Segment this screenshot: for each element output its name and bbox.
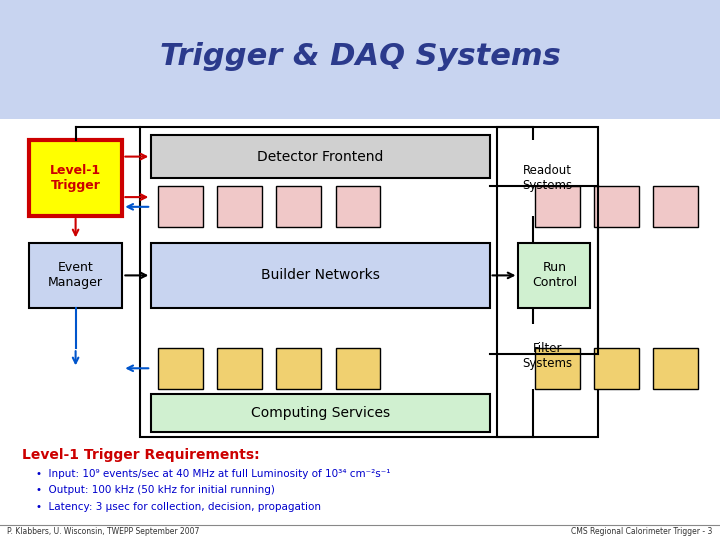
Bar [29,140,122,216]
Text: Readout
Systems: Readout Systems [522,164,572,192]
Text: Event
Manager: Event Manager [48,261,103,289]
Bar [158,186,203,227]
Bar [336,348,380,389]
Text: Filter
Systems: Filter Systems [522,342,572,370]
Bar [518,243,590,308]
Bar [336,186,380,227]
Text: Builder Networks: Builder Networks [261,268,380,282]
Bar [497,127,598,437]
Bar [151,135,490,178]
Text: Detector Frontend: Detector Frontend [257,150,384,164]
Bar [594,186,639,227]
Text: Run
Control: Run Control [532,261,577,289]
Bar [653,348,698,389]
Bar [0,0,720,119]
Bar [217,186,262,227]
Text: Trigger & DAQ Systems: Trigger & DAQ Systems [160,42,560,71]
Bar [653,186,698,227]
Bar [535,186,580,227]
Text: •  Latency: 3 μsec for collection, decision, propagation: • Latency: 3 μsec for collection, decisi… [36,502,321,512]
Bar [511,324,583,389]
Bar [151,394,490,432]
Text: CMS Regional Calorimeter Trigger - 3: CMS Regional Calorimeter Trigger - 3 [572,528,713,536]
Text: Level-1
Trigger: Level-1 Trigger [50,164,102,192]
Bar [511,140,583,216]
Text: Level-1 Trigger Requirements:: Level-1 Trigger Requirements: [22,448,259,462]
Bar [535,348,580,389]
Text: Computing Services: Computing Services [251,406,390,420]
Bar [594,348,639,389]
Bar [29,243,122,308]
Bar [276,348,321,389]
Text: •  Output: 100 kHz (50 kHz for initial running): • Output: 100 kHz (50 kHz for initial ru… [36,485,275,495]
Bar [217,348,262,389]
Bar [151,243,490,308]
Bar [276,186,321,227]
Text: •  Input: 10⁹ events/sec at 40 MHz at full Luminosity of 10³⁴ cm⁻²s⁻¹: • Input: 10⁹ events/sec at 40 MHz at ful… [36,469,390,478]
Text: P. Klabbers, U. Wisconsin, TWEPP September 2007: P. Klabbers, U. Wisconsin, TWEPP Septemb… [7,528,199,536]
Bar [158,348,203,389]
Bar [140,127,533,437]
